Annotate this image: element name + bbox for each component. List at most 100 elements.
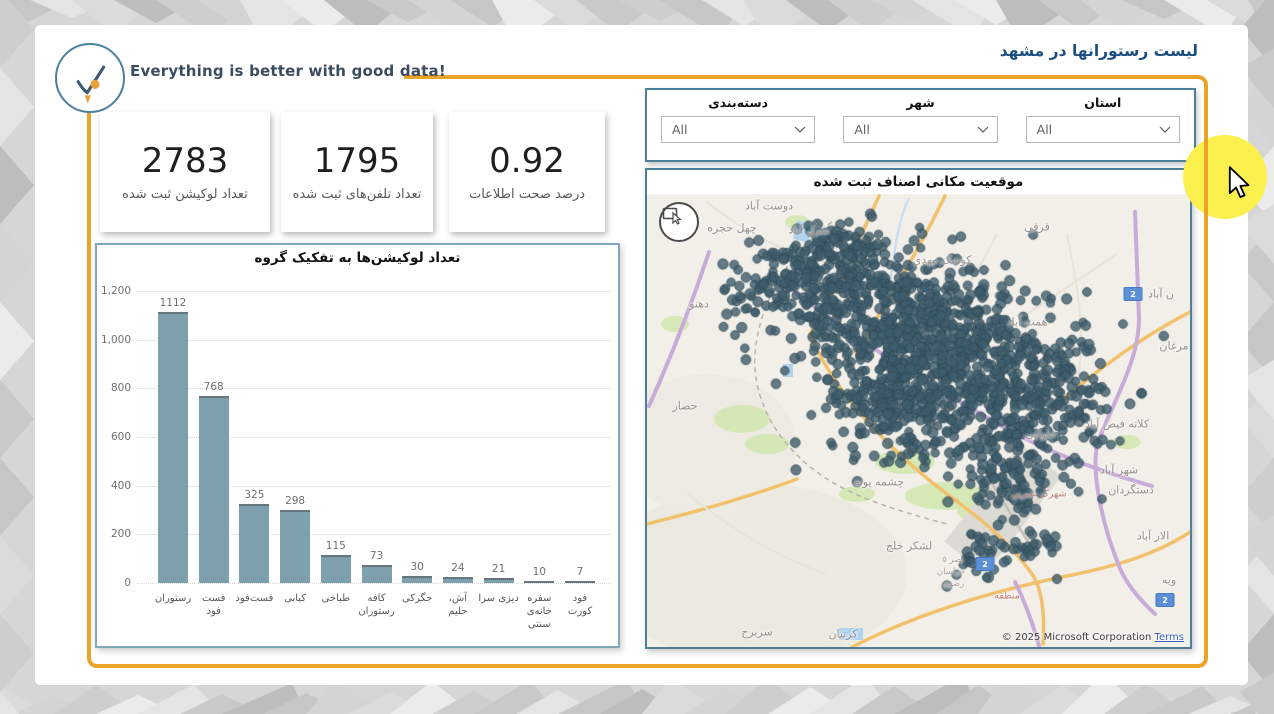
route-shield: 2 — [975, 557, 995, 571]
gridline — [137, 388, 611, 390]
y-axis-tick-label: 400 — [110, 479, 131, 492]
map-place-label: دهنو — [689, 297, 709, 311]
chart-title: تعداد لوکیشن‌ها به تفکیک گروه — [254, 250, 461, 266]
bar-category-label: فست‌فود — [235, 593, 274, 604]
gridline — [137, 534, 611, 536]
filter-province: استان All — [1012, 90, 1194, 160]
gridline — [137, 485, 611, 487]
bar-value-label: 10 — [532, 565, 546, 578]
bar-category-label: کافه رستوران — [358, 593, 395, 617]
filter-label: دسته‌بندی — [708, 95, 769, 110]
bar-کافه رستوران[interactable] — [361, 565, 392, 583]
bar-category-label: دیزی سرا — [478, 593, 519, 604]
bar-کبابی[interactable] — [280, 510, 311, 583]
kpi-value: 2783 — [141, 140, 229, 181]
map-place-label: کلاته فیض آباد — [1084, 417, 1150, 431]
route-shield: 2 — [1155, 593, 1175, 607]
bar-category-label: طباخی — [321, 593, 351, 604]
y-axis-tick-label: 800 — [110, 382, 131, 395]
bar-value-label: 30 — [410, 560, 424, 573]
bar-آش، حلیم[interactable] — [442, 577, 473, 583]
bar-category-label: فود کورت — [567, 593, 593, 617]
map-title: موقعیت مکانی اصناف ثبت شده — [813, 174, 1024, 190]
cursor-highlight — [1183, 135, 1267, 219]
kpi-label: تعداد لوکیشن ثبت شده — [122, 187, 248, 203]
map-place-label: چشمه پونه — [853, 475, 905, 489]
map-place-label: شهر آباد — [1099, 463, 1139, 477]
map-place-label: حلوایی — [1025, 427, 1057, 441]
category-dropdown[interactable]: All — [661, 116, 816, 143]
province-dropdown[interactable]: All — [1025, 116, 1180, 143]
mouse-cursor-icon — [1228, 166, 1250, 199]
bar-value-label: 1112 — [159, 297, 187, 310]
bar-جگرکی[interactable] — [402, 575, 433, 583]
gridline — [137, 583, 611, 584]
filter-label: شهر — [906, 95, 935, 110]
map-place-label: سربرج — [741, 625, 773, 639]
y-axis-tick-label: 200 — [110, 528, 131, 541]
map-place-label-small: نصر ۵ — [942, 555, 964, 565]
terms-link[interactable]: Terms — [1154, 632, 1184, 643]
city-dropdown[interactable]: All — [843, 116, 998, 143]
bar-رستوران[interactable] — [158, 312, 188, 583]
map-scatter-dots — [647, 194, 1190, 647]
page-title: لیست رستورانها در مشهد — [999, 42, 1198, 60]
bar-value-label: 115 — [325, 540, 346, 553]
map-district-label: منطقه — [994, 590, 1020, 602]
dropdown-value: All — [1036, 122, 1053, 137]
bar-category-label: رستوران — [154, 593, 192, 604]
bar-فود کورت[interactable] — [565, 581, 595, 584]
y-axis-tick-label: 600 — [110, 431, 131, 443]
bar-سفره خانه‌ی سنتی[interactable] — [524, 580, 555, 583]
bar-value-label: 7 — [576, 566, 584, 579]
map-viewport[interactable]: دوست آباد چهل حجره منزل آباد کوشک مهدی قرقی ه… — [647, 194, 1190, 647]
map-place-label: چهل حجره — [707, 221, 757, 235]
filter-city: شهر All — [829, 90, 1011, 160]
gridline — [137, 339, 611, 341]
map-attribution: © 2025 Microsoft Corporation Terms — [1002, 632, 1184, 643]
filter-bar: دسته‌بندی All شهر All استان All — [645, 88, 1196, 162]
filter-category: دسته‌بندی All — [647, 90, 829, 160]
map-place-label: ن آباد — [1148, 287, 1174, 301]
map-place-label: دستگردان — [1108, 483, 1154, 497]
map-place-label: دوست آباد — [744, 199, 794, 213]
bar-فست فود[interactable] — [198, 396, 229, 583]
map-visual: موقعیت مکانی اصناف ثبت شده دوست آباد چهل … — [645, 168, 1192, 649]
bar-value-label: 325 — [244, 488, 265, 501]
route-shield: 2 — [1123, 287, 1143, 301]
chevron-down-icon — [1159, 126, 1171, 133]
bar-value-label: 298 — [285, 495, 306, 508]
gridline — [137, 437, 611, 438]
map-place-label: کرتیان — [828, 627, 858, 641]
box-select-icon — [662, 207, 682, 225]
y-axis-tick-label: 1,200 — [100, 285, 131, 297]
kpi-card-phones: 1795 تعداد تلفن‌های ثبت شده — [281, 112, 433, 232]
bar-category-label: کبابی — [284, 593, 307, 604]
bar-value-label: 24 — [451, 562, 465, 575]
y-axis-tick-label: 0 — [124, 577, 131, 589]
bar-فست‌فود[interactable] — [239, 503, 270, 583]
kpi-card-accuracy: 0.92 درصد صحت اطلاعات — [449, 112, 605, 232]
map-place-label: لشکر خلج — [885, 539, 933, 553]
map-place-label: حصار — [672, 399, 698, 413]
dropdown-value: All — [672, 122, 688, 137]
map-place-label: الار آباد — [1136, 529, 1170, 543]
filter-label: استان — [1084, 95, 1122, 110]
bar-category-label: فست فود — [201, 593, 226, 617]
bar-value-label: 21 — [491, 562, 506, 575]
gridline — [137, 291, 611, 292]
bar-طباخی[interactable] — [320, 555, 351, 583]
y-axis-tick-label: 1,000 — [100, 333, 131, 346]
kpi-value: 1795 — [313, 140, 401, 181]
map-place-label: ویه — [1161, 573, 1177, 587]
kpi-label: تعداد تلفن‌های ثبت شده — [292, 187, 422, 203]
brand-tagline: Everything is better with good data! — [130, 62, 446, 80]
bar-value-label: 768 — [203, 381, 224, 394]
map-select-button[interactable] — [659, 202, 699, 242]
map-place-label: مرغان — [1159, 339, 1189, 353]
bar-value-label: 73 — [369, 550, 384, 563]
chevron-down-icon — [794, 126, 806, 133]
kpi-label: درصد صحت اطلاعات — [468, 187, 586, 203]
bar-دیزی سرا[interactable] — [483, 577, 514, 583]
attribution-text: © 2025 Microsoft Corporation — [1001, 632, 1152, 643]
